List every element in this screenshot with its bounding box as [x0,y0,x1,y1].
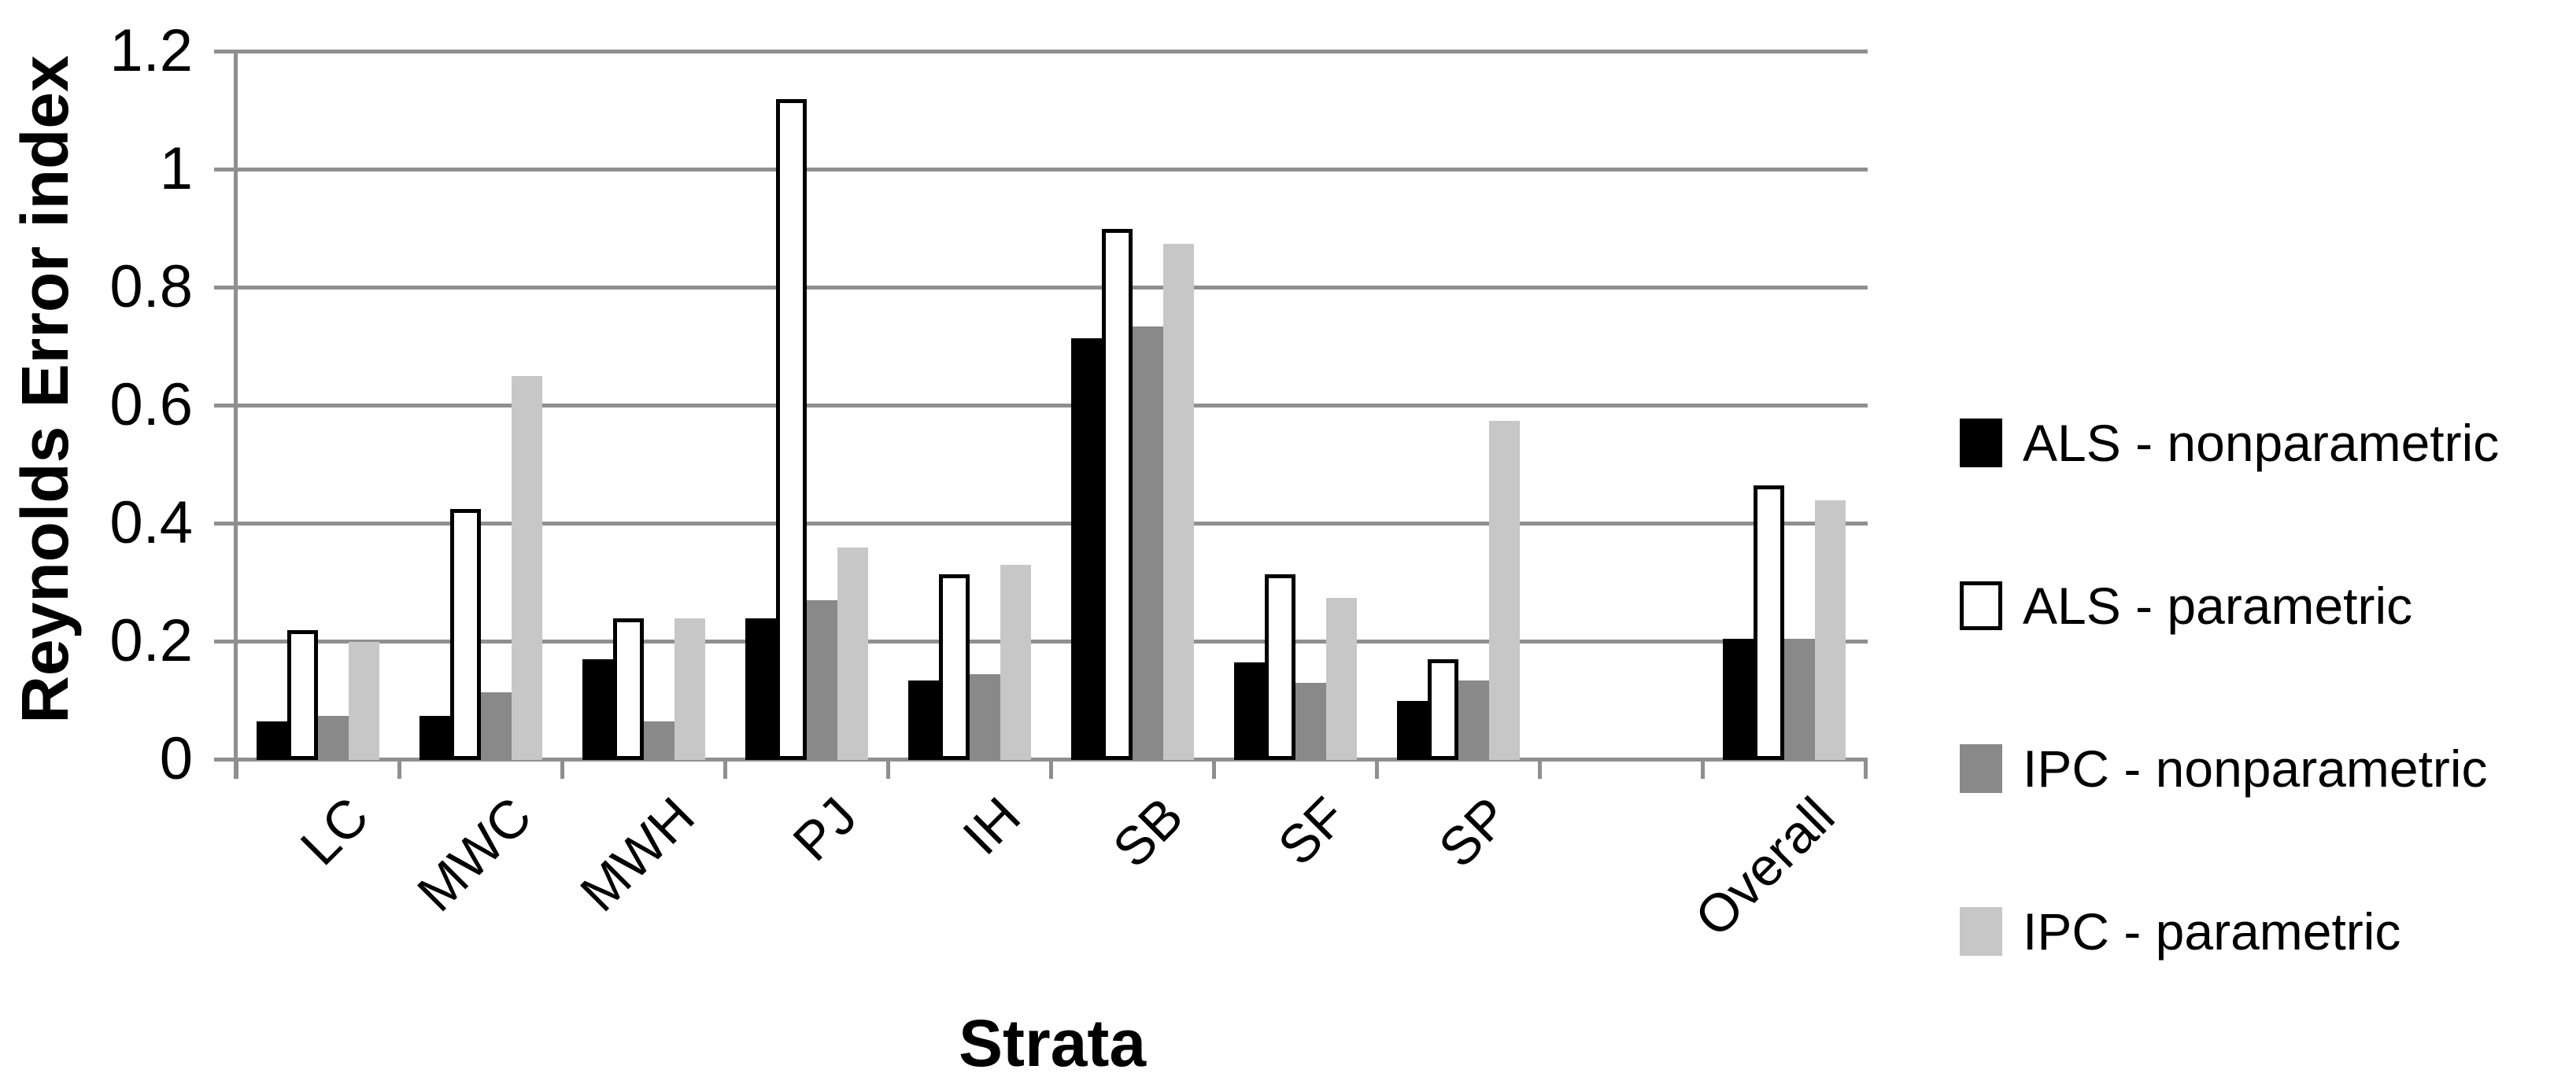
y-tick-label: 1 [159,135,193,202]
bar-sb-ipc-parametric [1163,244,1194,760]
bar-overall-als-parametric [1754,485,1784,760]
x-axis-tick [1375,759,1379,779]
bar-lc-ipc-nonparametric [318,716,349,760]
x-axis-tick [1864,759,1868,779]
bar-mwh-ipc-nonparametric [644,721,674,760]
bar-overall-ipc-parametric [1815,500,1846,760]
x-axis-tick [397,759,401,779]
bar-sf-als-nonparametric [1234,662,1265,760]
legend-item-als-parametric: ALS - parametric [1960,574,2499,637]
bar-ih-ipc-nonparametric [970,674,1000,760]
x-axis-tick [886,759,890,779]
y-axis-tick [214,168,234,171]
y-axis-tick [214,286,234,290]
bar-pj-ipc-parametric [837,548,868,760]
bar-mwh-als-nonparametric [582,659,613,760]
bar-sp-ipc-nonparametric [1458,680,1489,760]
y-tick-label: 0 [159,725,193,792]
x-tick-label-sb: SB [1101,786,1195,880]
y-tick-label: 0.8 [109,253,193,320]
y-axis-tick [214,522,234,526]
y-tick-label: 0.4 [109,489,193,556]
bar-mwc-ipc-nonparametric [481,692,512,760]
legend: ALS - nonparametric ALS - parametric IPC -… [1960,411,2499,1063]
y-axis-tick [214,404,234,408]
legend-label: ALS - parametric [2023,577,2413,635]
x-tick-label-mwc: MWC [405,786,543,924]
bar-sb-als-nonparametric [1071,338,1102,760]
x-axis-tick [1701,759,1705,779]
legend-label: ALS - nonparametric [2023,414,2500,472]
bar-mwh-als-parametric [613,618,644,760]
x-tick-label-sf: SF [1266,786,1358,877]
bar-sf-ipc-parametric [1326,598,1357,760]
x-axis-tick [1212,759,1216,779]
legend-item-als-nonparametric: ALS - nonparametric [1960,411,2499,474]
bar-ih-als-nonparametric [908,680,939,760]
y-tick-label: 1.2 [109,17,193,84]
legend-label: IPC - nonparametric [2023,739,2488,798]
legend-swatch-als-parametric [1960,581,2002,630]
gridline [234,640,1868,644]
bar-overall-ipc-nonparametric [1784,639,1815,760]
bar-sf-als-parametric [1265,574,1295,760]
y-tick-label: 0.6 [109,371,193,438]
bar-mwc-als-nonparametric [419,716,450,760]
y-axis-tick [214,640,234,644]
gridline [234,286,1868,290]
bar-mwc-ipc-parametric [512,376,542,760]
bar-overall-als-nonparametric [1723,639,1754,760]
bar-sp-ipc-parametric [1489,421,1520,760]
bar-sf-ipc-nonparametric [1295,683,1326,760]
x-axis-tick [1049,759,1053,779]
bar-ih-ipc-parametric [1000,565,1031,760]
x-axis-title: Strata [958,1006,1147,1080]
legend-swatch-ipc-parametric [1960,907,2002,956]
legend-label: IPC - parametric [2023,902,2401,961]
gridline [234,50,1868,53]
y-axis-tick [214,758,234,762]
legend-swatch-ipc-nonparametric [1960,744,2002,793]
legend-swatch-als-nonparametric [1960,419,2002,467]
bar-lc-als-nonparametric [257,721,287,760]
x-tick-label-overall: Overall [1683,786,1846,949]
x-tick-label-pj: PJ [782,786,869,873]
bar-sb-als-parametric [1102,229,1133,760]
legend-item-ipc-parametric: IPC - parametric [1960,900,2499,963]
gridline [234,404,1868,408]
x-axis-tick [723,759,727,779]
bar-sb-ipc-nonparametric [1133,326,1163,760]
y-tick-label: 0.2 [109,607,193,674]
y-axis-tick [214,50,234,53]
x-axis-tick [1538,759,1542,779]
x-tick-label-sp: SP [1427,786,1521,880]
bar-pj-als-nonparametric [745,618,776,760]
bar-ih-als-parametric [939,574,970,760]
gridline [234,168,1868,171]
bar-pj-ipc-nonparametric [807,600,837,760]
x-tick-label-lc: LC [289,786,380,877]
x-axis-tick [235,759,238,779]
gridline [234,522,1868,526]
x-tick-label-ih: IH [951,786,1032,866]
legend-item-ipc-nonparametric: IPC - nonparametric [1960,737,2499,800]
y-axis-line [234,51,238,779]
x-tick-label-mwh: MWH [568,786,706,924]
bar-mwh-ipc-parametric [674,618,705,760]
bar-sp-als-nonparametric [1397,701,1428,760]
bar-mwc-als-parametric [450,509,481,760]
x-axis-tick [560,759,564,779]
bar-sp-als-parametric [1428,659,1458,760]
bar-lc-als-parametric [287,630,318,760]
bar-pj-als-parametric [776,99,807,760]
bar-lc-ipc-parametric [349,642,379,760]
